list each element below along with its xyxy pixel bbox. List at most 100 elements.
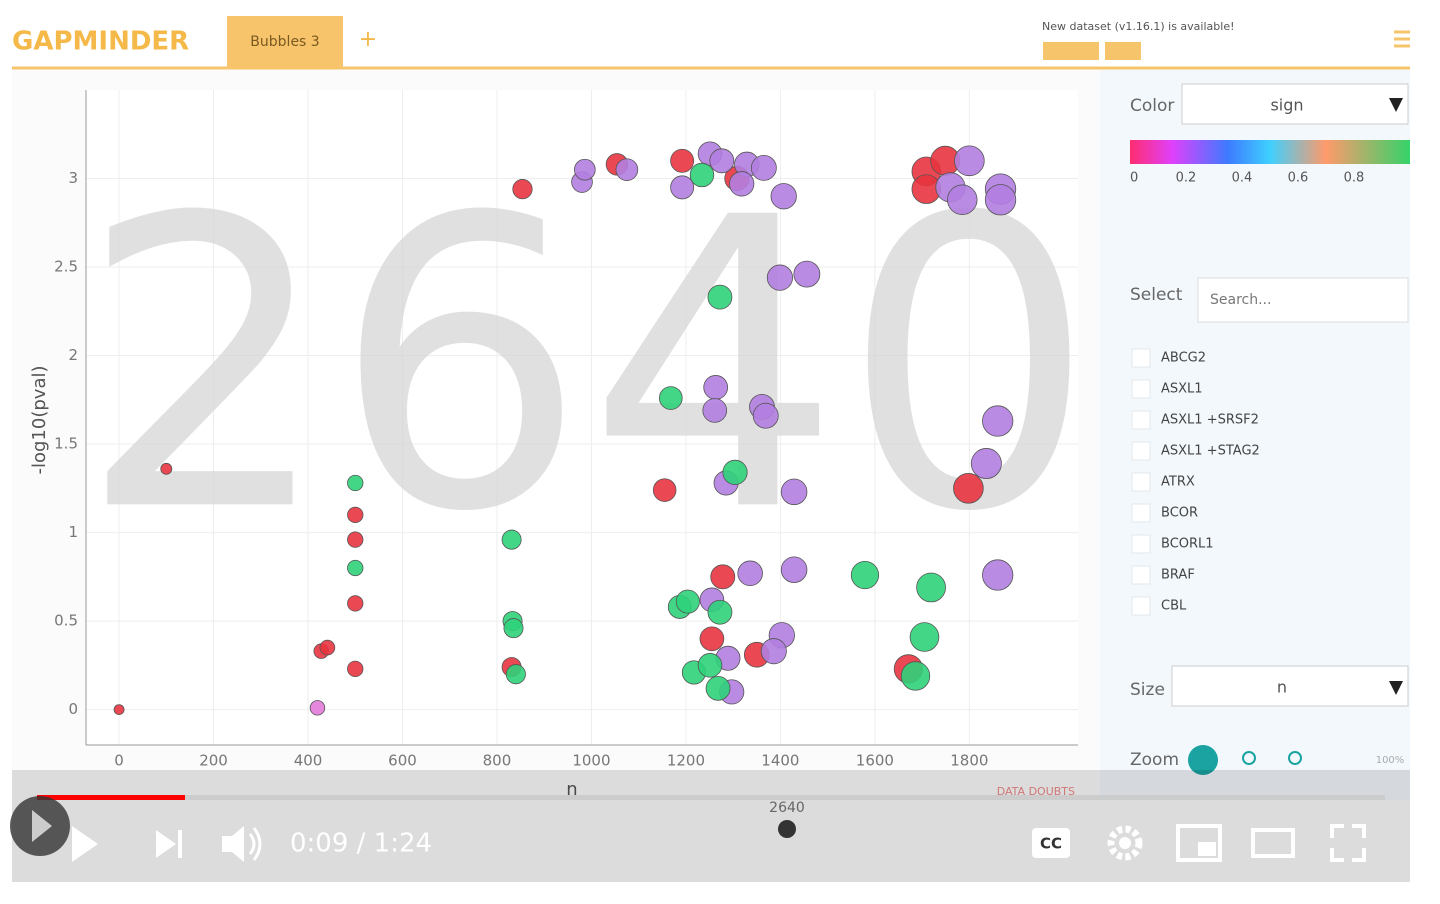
list-item: CBL bbox=[1161, 599, 1187, 614]
play-button[interactable] bbox=[72, 826, 98, 862]
progress-track[interactable] bbox=[37, 795, 1385, 800]
color-select[interactable] bbox=[1181, 83, 1409, 125]
bubble bbox=[699, 626, 725, 652]
zoom-value: 100% bbox=[1376, 755, 1405, 766]
bubble bbox=[793, 260, 821, 288]
checkbox[interactable] bbox=[1131, 596, 1151, 616]
list-item: ATRX bbox=[1161, 475, 1195, 490]
bubble bbox=[770, 183, 797, 210]
bubble bbox=[705, 675, 731, 701]
colorbar-tick: 0.6 bbox=[1288, 171, 1309, 186]
y-tick-label: 2.5 bbox=[54, 258, 78, 276]
zoom-pointer[interactable] bbox=[1188, 745, 1218, 775]
y-tick-label: 2 bbox=[68, 346, 78, 364]
theater-button[interactable] bbox=[1251, 828, 1295, 858]
bubble bbox=[780, 556, 808, 584]
checkbox[interactable] bbox=[1131, 534, 1151, 554]
bubble bbox=[689, 162, 715, 188]
data-doubts[interactable]: DATA DOUBTS bbox=[997, 785, 1075, 798]
settings-center bbox=[1119, 837, 1131, 849]
size-select[interactable] bbox=[1171, 665, 1409, 707]
search-box[interactable] bbox=[1197, 277, 1409, 323]
cc-label: CC bbox=[1040, 835, 1062, 853]
bubble bbox=[982, 559, 1014, 591]
bubble bbox=[954, 145, 985, 177]
checkbox[interactable] bbox=[1131, 503, 1151, 523]
checkbox[interactable] bbox=[1131, 348, 1151, 368]
tab-label: Bubbles 3 bbox=[250, 34, 319, 50]
bubble bbox=[319, 639, 336, 656]
miniplayer-inner bbox=[1198, 842, 1216, 856]
tab[interactable] bbox=[227, 16, 343, 68]
bubble bbox=[113, 704, 125, 715]
bubble bbox=[675, 589, 700, 614]
bubble bbox=[900, 661, 931, 691]
volume-button[interactable] bbox=[222, 826, 244, 862]
x-axis-label: n bbox=[566, 779, 577, 800]
bubble bbox=[702, 398, 728, 423]
colorbar bbox=[1130, 140, 1410, 164]
watermark: 2640 bbox=[78, 134, 1096, 599]
checkbox[interactable] bbox=[1131, 441, 1151, 461]
x-tick-label: 1400 bbox=[761, 752, 799, 770]
bubble bbox=[512, 179, 533, 200]
next-button[interactable] bbox=[156, 830, 182, 858]
bubble bbox=[652, 478, 677, 502]
y-tick-label: 0 bbox=[68, 700, 78, 718]
fullscreen-button[interactable] bbox=[1330, 824, 1366, 862]
x-tick-label: 1200 bbox=[667, 752, 705, 770]
settings-button[interactable] bbox=[1107, 825, 1143, 861]
timeslider-handle[interactable] bbox=[778, 820, 796, 838]
x-tick-label: 1600 bbox=[856, 752, 894, 770]
bubble bbox=[737, 560, 763, 587]
x-tick-label: 400 bbox=[294, 752, 323, 770]
dropdown-arrow bbox=[1389, 681, 1403, 695]
x-tick-label: 0 bbox=[114, 752, 124, 770]
zoom-label: Zoom bbox=[1130, 750, 1179, 770]
miniplayer-button[interactable] bbox=[1176, 824, 1222, 862]
bubble bbox=[722, 459, 748, 485]
checkbox[interactable] bbox=[1131, 565, 1151, 585]
y-tick-label: 1 bbox=[68, 523, 78, 541]
bubble bbox=[982, 405, 1014, 437]
colorbar-tick: 0.8 bbox=[1344, 171, 1365, 186]
color-label: Color bbox=[1130, 96, 1174, 116]
update-button[interactable] bbox=[1043, 42, 1099, 60]
list-item: ASXL1 +STAG2 bbox=[1161, 444, 1260, 459]
logo: GAPMINDER bbox=[12, 27, 189, 57]
time-display: 0:09 / 1:24 bbox=[290, 829, 432, 859]
notice: New dataset (v1.16.1) is available! bbox=[1042, 20, 1235, 33]
checkbox[interactable] bbox=[1131, 379, 1151, 399]
size-value: n bbox=[1277, 678, 1287, 697]
dropdown-arrow bbox=[1389, 98, 1403, 112]
bubble bbox=[347, 660, 364, 678]
bubble bbox=[909, 622, 940, 652]
add-tab[interactable]: + bbox=[359, 27, 377, 52]
bubble bbox=[760, 638, 787, 665]
list-item: ABCG2 bbox=[1161, 351, 1206, 366]
zoom-out[interactable] bbox=[1288, 751, 1302, 765]
checkbox[interactable] bbox=[1131, 410, 1151, 430]
cc-button[interactable] bbox=[1032, 828, 1070, 858]
bubble bbox=[984, 184, 1017, 216]
bubble bbox=[766, 264, 794, 291]
y-tick-label: 0.5 bbox=[54, 612, 78, 630]
y-tick-label: 3 bbox=[68, 169, 78, 187]
zoom-in[interactable] bbox=[1242, 751, 1256, 765]
y-tick-label: 1.5 bbox=[54, 435, 78, 453]
cancel-button[interactable] bbox=[1105, 42, 1141, 60]
bubble bbox=[309, 700, 326, 716]
checkbox[interactable] bbox=[1131, 472, 1151, 492]
bubble bbox=[703, 375, 729, 400]
y-axis-label: -log10(pval) bbox=[29, 366, 50, 475]
select-label: Select bbox=[1130, 285, 1183, 305]
menu-icon[interactable] bbox=[1394, 30, 1410, 48]
bubble bbox=[780, 478, 808, 506]
progress-played bbox=[37, 795, 185, 800]
bubble bbox=[709, 148, 735, 174]
bubble bbox=[347, 531, 364, 548]
bubble bbox=[953, 473, 984, 504]
bubble bbox=[574, 158, 596, 181]
